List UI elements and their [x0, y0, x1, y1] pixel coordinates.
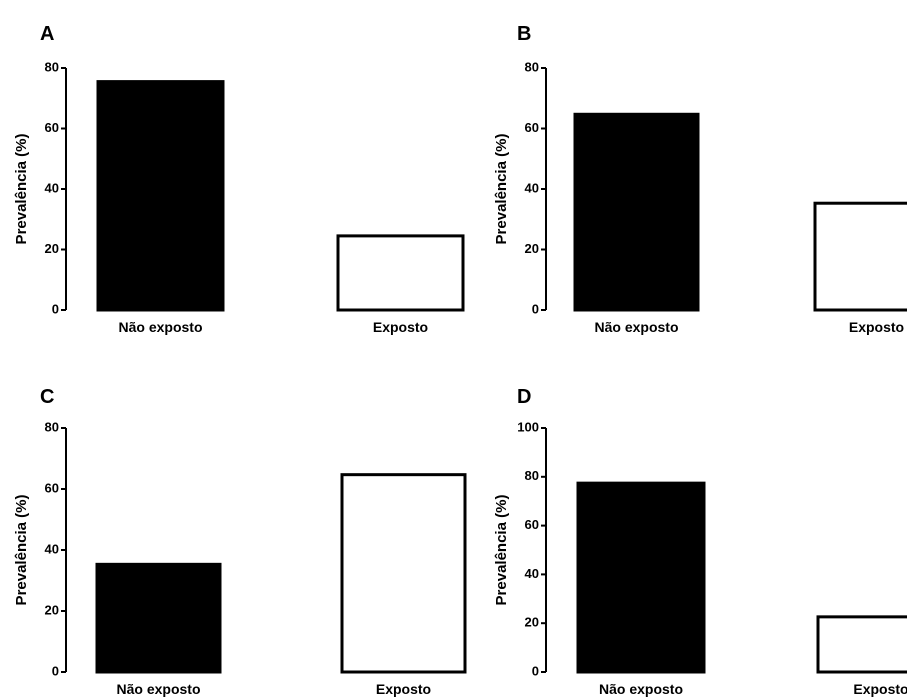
y-tick-label: 80 — [45, 419, 59, 434]
category-label: Exposto — [373, 319, 428, 335]
category-label: Não exposto — [118, 319, 202, 335]
bar-exposto — [813, 201, 907, 312]
chart-panel-d: D Prevalência (%) 0 20 40 60 80 100 Não exposto E… — [493, 386, 907, 697]
panel-letter: C — [40, 386, 54, 408]
y-tick-label: 60 — [525, 517, 539, 532]
panel-letter: B — [517, 23, 531, 45]
bar-nao-exposto — [576, 481, 706, 674]
bar-exposto — [336, 234, 465, 312]
y-axis-label: Prevalência (%) — [493, 134, 510, 245]
y-tick-label: 80 — [525, 468, 539, 483]
y-tick-label: 0 — [532, 301, 539, 316]
category-label: Exposto — [853, 681, 907, 697]
y-tick-label: 80 — [45, 59, 59, 74]
y-tick-label: 20 — [525, 241, 539, 256]
y-tick-label: 0 — [532, 663, 539, 678]
panel-letter: D — [517, 386, 531, 408]
chart-panel-b: B Prevalência (%) 0 20 40 60 80 Não exposto Expo… — [493, 23, 907, 335]
y-tick-label: 20 — [45, 241, 59, 256]
y-axis-label: Prevalência (%) — [13, 134, 30, 245]
y-tick-label: 40 — [525, 566, 539, 581]
y-tick-label: 40 — [45, 541, 59, 556]
category-label: Exposto — [376, 681, 431, 697]
category-label: Não exposto — [599, 681, 683, 697]
y-axis-label: Prevalência (%) — [13, 495, 30, 606]
bar-exposto — [340, 473, 467, 674]
category-label: Exposto — [849, 319, 904, 335]
y-tick-label: 0 — [52, 301, 59, 316]
y-tick-label: 20 — [525, 615, 539, 630]
category-label: Não exposto — [116, 681, 200, 697]
bar-nao-exposto — [95, 562, 222, 674]
y-tick-label: 100 — [517, 419, 539, 434]
y-tick-label: 20 — [45, 602, 59, 617]
y-tick-label: 0 — [52, 663, 59, 678]
y-tick-label: 60 — [525, 120, 539, 135]
chart-panel-a: A Prevalência (%) 0 20 40 60 80 Não exposto Expo… — [13, 23, 465, 335]
y-tick-label: 60 — [45, 120, 59, 135]
bar-exposto — [816, 615, 907, 674]
category-label: Não exposto — [594, 319, 678, 335]
y-tick-label: 80 — [525, 59, 539, 74]
bar-nao-exposto — [96, 80, 225, 312]
y-tick-label: 40 — [45, 180, 59, 195]
chart-panel-c: C Prevalência (%) 0 20 40 60 80 Não exposto Expo… — [13, 386, 467, 697]
y-tick-label: 40 — [525, 180, 539, 195]
y-tick-label: 60 — [45, 480, 59, 495]
y-axis-label: Prevalência (%) — [493, 495, 510, 606]
panel-letter: A — [40, 23, 54, 45]
bar-nao-exposto — [573, 112, 700, 312]
